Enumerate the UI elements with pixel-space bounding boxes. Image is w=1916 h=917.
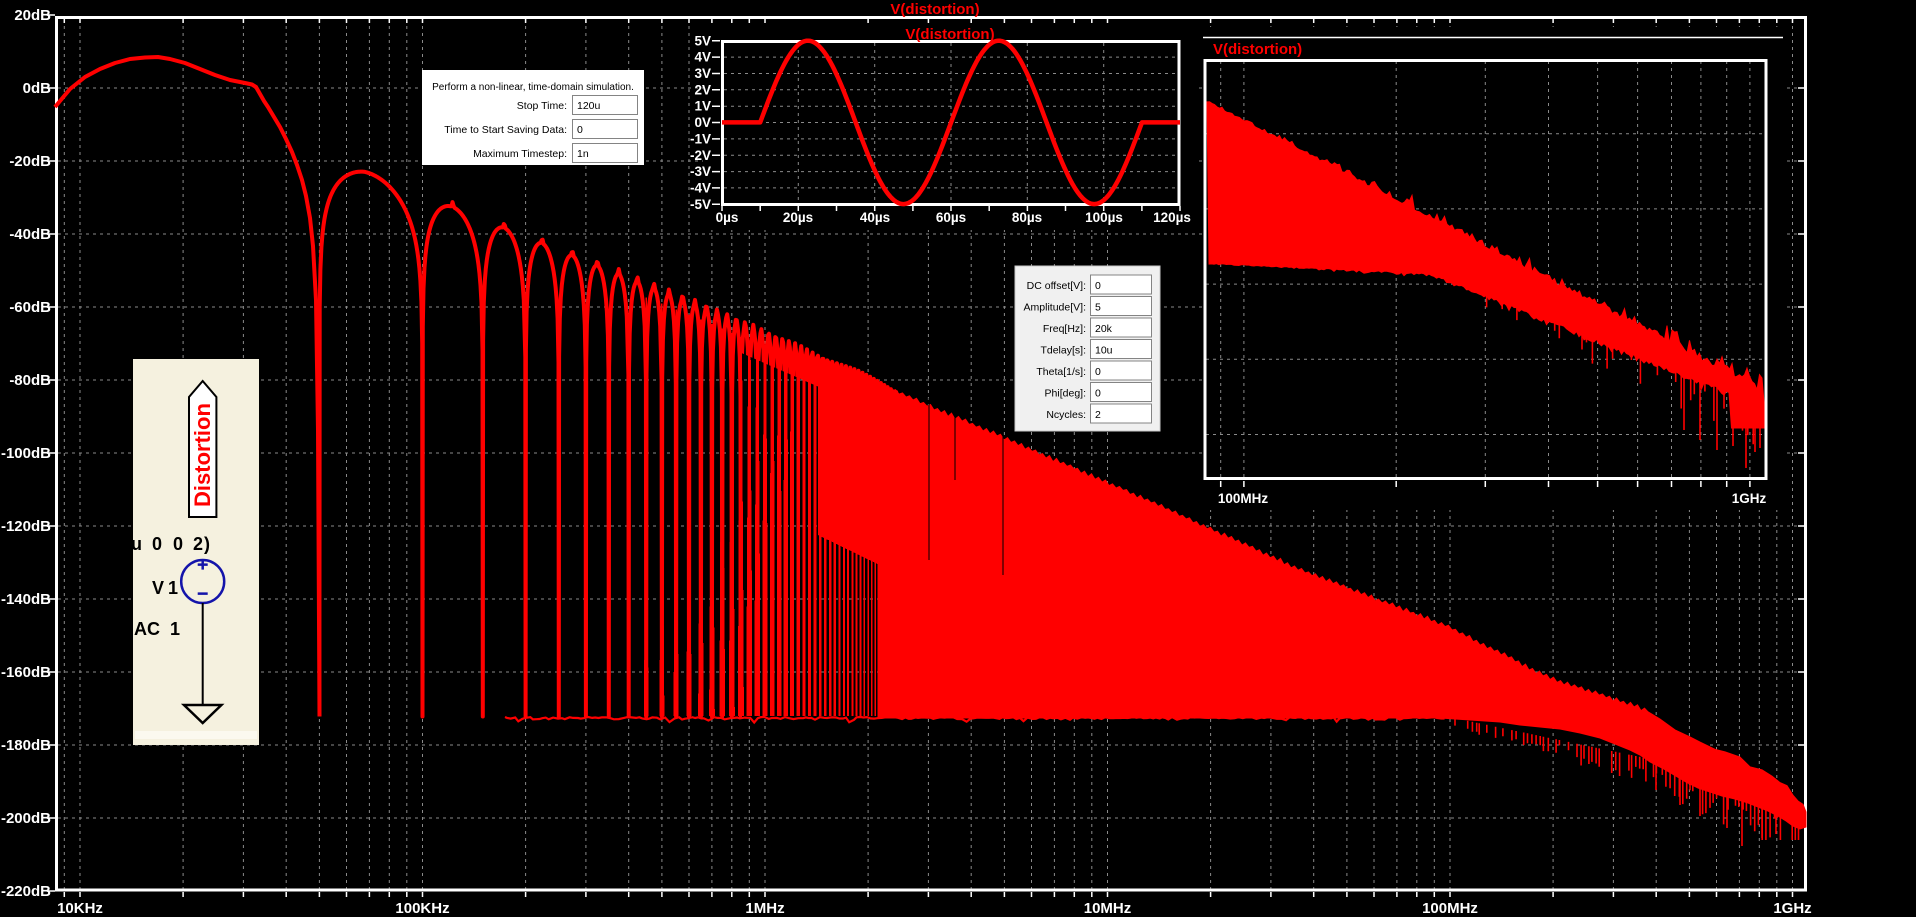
svg-text:3V: 3V bbox=[694, 66, 711, 81]
svg-text:40µs: 40µs bbox=[860, 210, 890, 225]
svg-text:Stop Time:: Stop Time: bbox=[517, 100, 567, 112]
svg-text:1GHz: 1GHz bbox=[1732, 491, 1767, 506]
svg-text:80µs: 80µs bbox=[1012, 210, 1042, 225]
svg-text:0dB: 0dB bbox=[23, 80, 52, 97]
svg-text:60µs: 60µs bbox=[936, 210, 966, 225]
svg-text:-160dB: -160dB bbox=[1, 664, 51, 681]
svg-text:0µs: 0µs bbox=[716, 210, 739, 225]
svg-text:Freq[Hz]:: Freq[Hz]: bbox=[1043, 323, 1086, 335]
svg-text:-120dB: -120dB bbox=[1, 518, 51, 535]
svg-text:-220dB: -220dB bbox=[1, 883, 51, 900]
svg-text:10KHz: 10KHz bbox=[57, 900, 103, 917]
svg-text:5V: 5V bbox=[694, 33, 711, 48]
svg-text:-20dB: -20dB bbox=[9, 153, 51, 170]
svg-text:-3V: -3V bbox=[690, 164, 711, 179]
svg-text:-2V: -2V bbox=[690, 148, 711, 163]
svg-text:0: 0 bbox=[1095, 388, 1101, 400]
svg-text:0: 0 bbox=[577, 124, 583, 136]
svg-text:2V: 2V bbox=[694, 82, 711, 97]
svg-text:Ncycles:: Ncycles: bbox=[1046, 409, 1086, 421]
svg-text:Amplitude[V]:: Amplitude[V]: bbox=[1024, 302, 1086, 314]
svg-text:-80dB: -80dB bbox=[9, 372, 51, 389]
svg-text:V(distortion): V(distortion) bbox=[905, 26, 994, 43]
svg-text:1GHz: 1GHz bbox=[1773, 900, 1811, 917]
svg-text:AC1: AC1 bbox=[134, 619, 180, 639]
svg-text:Maximum Timestep:: Maximum Timestep: bbox=[473, 148, 567, 160]
svg-text:100MHz: 100MHz bbox=[1218, 491, 1269, 506]
svg-text:-200dB: -200dB bbox=[1, 810, 51, 827]
svg-text:DC offset[V]:: DC offset[V]: bbox=[1027, 280, 1086, 292]
svg-text:100KHz: 100KHz bbox=[395, 900, 449, 917]
svg-text:0V: 0V bbox=[694, 115, 711, 130]
svg-text:1V: 1V bbox=[694, 99, 711, 114]
svg-text:-100dB: -100dB bbox=[1, 445, 51, 462]
svg-text:Phi[deg]:: Phi[deg]: bbox=[1045, 388, 1086, 400]
svg-text:Distortion: Distortion bbox=[190, 403, 215, 507]
svg-text:20k: 20k bbox=[1095, 323, 1113, 335]
svg-text:V(distortion): V(distortion) bbox=[890, 1, 979, 18]
svg-text:-140dB: -140dB bbox=[1, 591, 51, 608]
svg-text:Time to Start Saving Data:: Time to Start Saving Data: bbox=[444, 124, 567, 136]
svg-text:-4V: -4V bbox=[690, 180, 711, 195]
svg-text:10MHz: 10MHz bbox=[1084, 900, 1132, 917]
svg-text:Theta[1/s]:: Theta[1/s]: bbox=[1036, 366, 1086, 378]
svg-text:-1V: -1V bbox=[690, 131, 711, 146]
svg-text:20µs: 20µs bbox=[783, 210, 813, 225]
svg-text:-180dB: -180dB bbox=[1, 737, 51, 754]
svg-text:1MHz: 1MHz bbox=[745, 900, 784, 917]
svg-text:0: 0 bbox=[1095, 280, 1101, 292]
svg-text:120u: 120u bbox=[577, 100, 601, 112]
svg-text:120µs: 120µs bbox=[1153, 210, 1191, 225]
svg-text:4V: 4V bbox=[694, 50, 711, 65]
svg-text:Perform a non-linear, time-dom: Perform a non-linear, time-domain simula… bbox=[432, 82, 634, 93]
svg-text:2: 2 bbox=[1095, 409, 1101, 421]
svg-text:Tdelay[s]:: Tdelay[s]: bbox=[1040, 345, 1086, 357]
svg-text:0: 0 bbox=[1095, 366, 1101, 378]
svg-text:-60dB: -60dB bbox=[9, 299, 51, 316]
svg-text:1n: 1n bbox=[577, 148, 589, 160]
svg-text:5: 5 bbox=[1095, 302, 1101, 314]
svg-text:V(distortion): V(distortion) bbox=[1213, 41, 1302, 58]
svg-text:-5V: -5V bbox=[690, 197, 711, 212]
svg-text:100µs: 100µs bbox=[1085, 210, 1123, 225]
svg-text:20dB: 20dB bbox=[14, 7, 51, 24]
svg-text:100MHz: 100MHz bbox=[1422, 900, 1478, 917]
svg-text:10u: 10u bbox=[1095, 345, 1113, 357]
svg-text:-40dB: -40dB bbox=[9, 226, 51, 243]
